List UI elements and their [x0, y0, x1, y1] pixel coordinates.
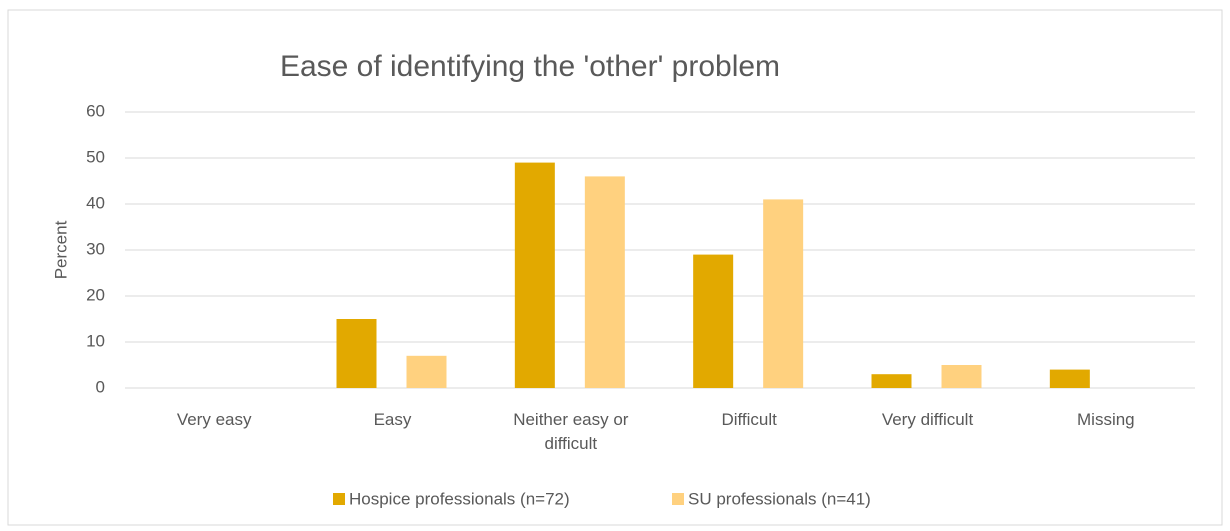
x-tick-label: Easy [373, 410, 412, 429]
legend-swatch [333, 493, 345, 505]
bar [941, 365, 982, 388]
legend-label: Hospice professionals (n=72) [349, 489, 570, 508]
x-tick-label: Difficult [721, 410, 777, 429]
legend-label: SU professionals (n=41) [688, 489, 871, 508]
bar [693, 254, 734, 388]
chart-title: Ease of identifying the 'other' problem [280, 50, 780, 83]
x-tick-label: Very easy [176, 410, 252, 429]
y-tick-label: 20 [86, 285, 105, 304]
x-tick-label: Neither easy or difficult [513, 410, 629, 453]
bar [584, 176, 625, 388]
x-tick-label: Missing [1077, 410, 1135, 429]
x-tick-label: Very difficult [881, 410, 974, 429]
bar [514, 162, 555, 388]
y-tick-label: 50 [86, 147, 105, 166]
y-tick-label: 30 [86, 239, 105, 258]
legend-swatch [672, 493, 684, 505]
bar [871, 374, 912, 388]
bar [406, 355, 447, 388]
y-tick-label: 40 [86, 193, 105, 212]
bar [763, 199, 804, 388]
y-tick-label: 0 [96, 377, 105, 396]
y-tick-label: 60 [86, 101, 105, 120]
y-axis-label: Percent [51, 220, 70, 279]
y-tick-label: 10 [86, 331, 105, 350]
bar [336, 319, 377, 388]
bar [1049, 369, 1090, 388]
